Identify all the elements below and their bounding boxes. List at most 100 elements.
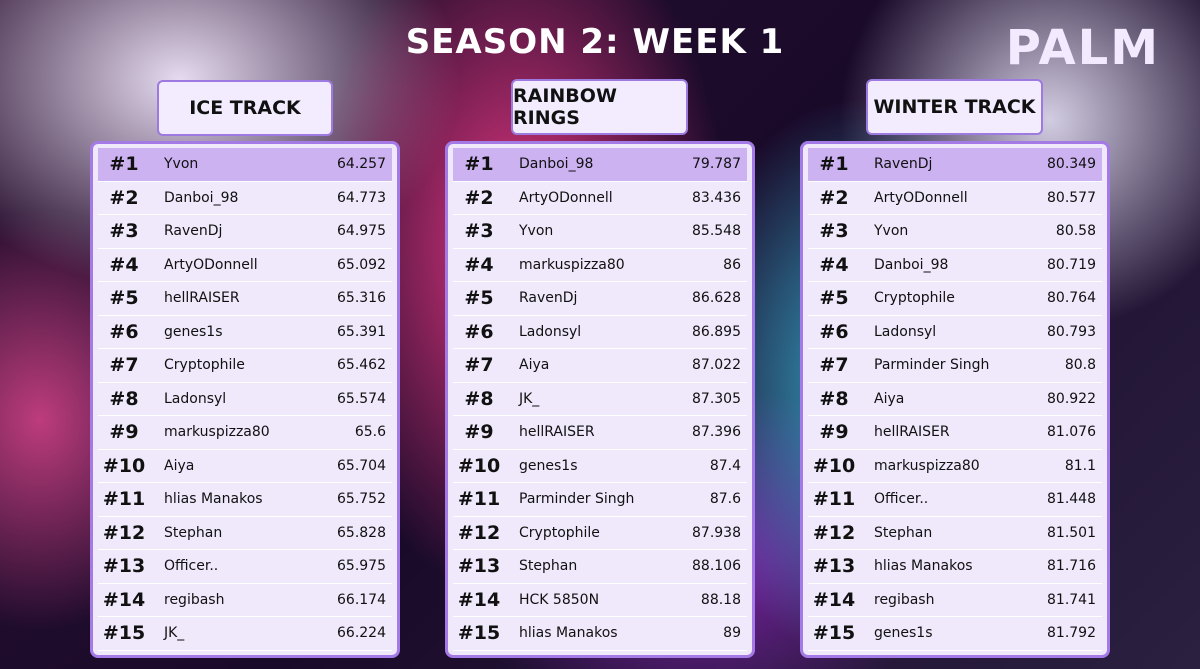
lap-time: 81.792 (1047, 625, 1096, 642)
lap-time: 65.092 (337, 256, 386, 273)
rank: #15 (102, 622, 146, 645)
rank: #11 (102, 488, 146, 511)
leaderboard-row: #5 hellRAISER 65.316 (98, 282, 392, 316)
rank: #10 (457, 454, 501, 477)
rank: #7 (819, 354, 849, 377)
leaderboard-row: #13 Stephan 88.106 (453, 550, 747, 584)
lap-time: 64.975 (337, 223, 386, 240)
rank: #12 (102, 521, 146, 544)
lap-time: 87.938 (692, 524, 741, 541)
rank: #6 (819, 320, 849, 343)
player-name: Aiya (874, 390, 905, 407)
rank: #3 (819, 220, 849, 243)
lap-time: 87.305 (692, 390, 741, 407)
leaderboard-row: #11 Officer.. 81.448 (808, 483, 1102, 517)
rank: #4 (464, 253, 494, 276)
player-name: Stephan (874, 524, 933, 541)
player-name: Danboi_98 (164, 189, 239, 206)
rank: #1 (819, 153, 849, 176)
rank: #10 (102, 454, 146, 477)
leaderboard-row: #10 Aiya 65.704 (98, 450, 392, 483)
player-name: Ladonsyl (874, 323, 937, 340)
leaderboard-row: #9 markuspizza80 65.6 (98, 416, 392, 450)
player-name: RavenDj (519, 290, 578, 307)
leaderboard-row: #3 Yvon 85.548 (453, 215, 747, 249)
rank: #4 (819, 253, 849, 276)
rank: #15 (812, 622, 856, 645)
player-name: Cryptophile (519, 524, 600, 541)
lap-time: 87.022 (692, 357, 741, 374)
rank: #8 (464, 387, 494, 410)
player-name: markuspizza80 (164, 424, 270, 441)
track-name: ICE TRACK (157, 80, 333, 136)
player-name: Yvon (164, 156, 199, 173)
player-name: regibash (164, 591, 225, 608)
player-name: Ladonsyl (164, 390, 227, 407)
lap-time: 88.106 (692, 558, 741, 575)
player-name: ArtyODonnell (874, 189, 968, 206)
leaderboard-row: #6 Ladonsyl 86.895 (453, 316, 747, 349)
player-name: Cryptophile (874, 290, 955, 307)
player-name: genes1s (874, 625, 933, 642)
player-name: JK_ (519, 390, 540, 407)
track-name: RAINBOW RINGS (511, 79, 688, 135)
rank: #13 (812, 555, 856, 578)
lap-time: 65.752 (337, 491, 386, 508)
leaderboard-row: #4 ArtyODonnell 65.092 (98, 249, 392, 282)
rank: #1 (109, 153, 139, 176)
player-name: Yvon (874, 223, 909, 240)
leaderboard-row: #15 hlias Manakos 89 (453, 617, 747, 651)
player-name: Parminder Singh (874, 357, 990, 374)
leaderboard-row: #11 Parminder Singh 87.6 (453, 483, 747, 517)
rank: #4 (109, 253, 139, 276)
leaderboard: #1 Yvon 64.257 #2 Danboi_98 64.773 #3 RavenDj 64… (90, 141, 400, 658)
rank: #2 (819, 186, 849, 209)
leaderboard: #1 Danboi_98 79.787 #2 ArtyODonnell 83.436 #3 Y… (445, 141, 755, 658)
leaderboard-row: #15 JK_ 66.224 (98, 617, 392, 651)
lap-time: 87.6 (709, 491, 741, 508)
lap-time: 88.18 (700, 591, 741, 608)
leaderboard-row: #10 genes1s 87.4 (453, 450, 747, 483)
leaderboard-row: #2 ArtyODonnell 83.436 (453, 182, 747, 215)
leaderboard-row: #13 hlias Manakos 81.716 (808, 550, 1102, 584)
leaderboard-row: #15 genes1s 81.792 (808, 617, 1102, 651)
leaderboard-row: #8 Ladonsyl 65.574 (98, 383, 392, 416)
player-name: hlias Manakos (164, 491, 263, 508)
lap-time: 81.448 (1047, 491, 1096, 508)
leaderboard-row: #2 ArtyODonnell 80.577 (808, 182, 1102, 215)
lap-time: 65.6 (354, 424, 386, 441)
player-name: markuspizza80 (874, 457, 980, 474)
player-name: markuspizza80 (519, 256, 625, 273)
lap-time: 80.719 (1047, 256, 1096, 273)
rank: #9 (464, 421, 494, 444)
leaderboard-row: #9 hellRAISER 81.076 (808, 416, 1102, 450)
lap-time: 65.462 (337, 357, 386, 374)
leaderboard-row: #11 hlias Manakos 65.752 (98, 483, 392, 517)
rank: #6 (464, 320, 494, 343)
player-name: hlias Manakos (874, 558, 973, 575)
leaderboard-row: #14 HCK 5850N 88.18 (453, 584, 747, 617)
player-name: hellRAISER (519, 424, 595, 441)
player-name: Officer.. (874, 491, 929, 508)
lap-time: 86.628 (692, 290, 741, 307)
leaderboard-row: #12 Cryptophile 87.938 (453, 517, 747, 550)
rank: #5 (109, 287, 139, 310)
rank: #14 (812, 588, 856, 611)
lap-time: 80.8 (1064, 357, 1096, 374)
player-name: Officer.. (164, 558, 219, 575)
leaderboard-row: #13 Officer.. 65.975 (98, 550, 392, 584)
player-name: HCK 5850N (519, 591, 600, 608)
lap-time: 89 (723, 625, 741, 642)
lap-time: 81.716 (1047, 558, 1096, 575)
lap-time: 79.787 (692, 156, 741, 173)
rank: #15 (457, 622, 501, 645)
player-name: Ladonsyl (519, 323, 582, 340)
rank: #11 (457, 488, 501, 511)
leaderboard-row: #4 markuspizza80 86 (453, 249, 747, 282)
lap-time: 80.793 (1047, 323, 1096, 340)
lap-time: 66.224 (337, 625, 386, 642)
player-name: JK_ (164, 625, 185, 642)
leaderboard-row: #14 regibash 66.174 (98, 584, 392, 617)
leaderboard-row: #1 Danboi_98 79.787 (453, 148, 747, 182)
